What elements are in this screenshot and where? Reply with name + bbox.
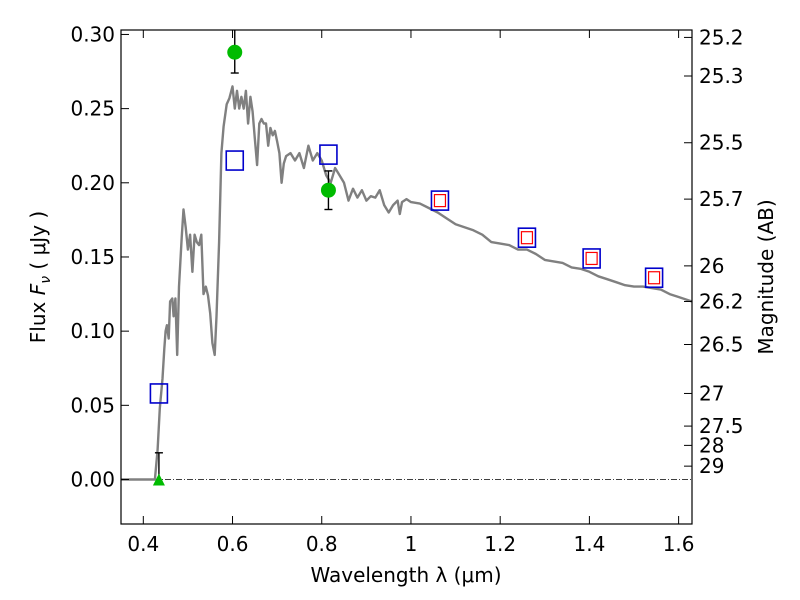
model-flux-marker bbox=[319, 144, 338, 165]
mag-tick-label: 26 bbox=[699, 254, 724, 278]
plot-area-group bbox=[121, 30, 692, 486]
y-axis-title: Flux Fν ( μJy ) bbox=[26, 211, 54, 343]
mag-tick-label: 25.3 bbox=[699, 64, 744, 88]
measured-flux-marker bbox=[585, 251, 598, 266]
detection-marker bbox=[227, 44, 243, 60]
y-tick-label: 0.15 bbox=[70, 245, 115, 269]
axes-group: 0.4 0.6 0.8 1 1.2 1.4 1.6 0.00 0.05 0.10 0.15 0.20 0… bbox=[70, 22, 743, 556]
measured-flux-marker bbox=[647, 271, 661, 285]
y-tick-label: 0.05 bbox=[70, 393, 115, 417]
y-tick-label: 0.25 bbox=[70, 97, 115, 121]
y2-axis-title: Magnitude (AB) bbox=[754, 199, 778, 354]
x-tick-label: 1.6 bbox=[663, 532, 695, 556]
x-tick-label: 1.4 bbox=[573, 532, 605, 556]
x-tick-label: 0.4 bbox=[127, 532, 159, 556]
mag-tick-label: 25.5 bbox=[699, 131, 744, 155]
mag-tick-label: 25.7 bbox=[699, 187, 744, 211]
mag-tick-label: 26.5 bbox=[699, 332, 744, 356]
y-tick-label: 0.00 bbox=[70, 467, 115, 491]
mag-tick-label: 26.2 bbox=[699, 289, 744, 313]
mag-tick-label: 29 bbox=[699, 454, 724, 478]
model-flux-marker bbox=[582, 248, 601, 269]
model-flux-marker bbox=[517, 227, 537, 248]
model-flux-marker bbox=[225, 150, 245, 171]
x-tick-label: 0.6 bbox=[217, 532, 249, 556]
y-tick-label: 0.20 bbox=[70, 171, 115, 195]
detection-marker bbox=[320, 182, 336, 198]
mag-tick-label: 25.2 bbox=[699, 25, 744, 49]
sed-model-line bbox=[121, 85, 692, 481]
model-flux-marker bbox=[430, 190, 450, 211]
upper-limit-marker bbox=[152, 473, 165, 486]
x-axis-title: Wavelength λ (μm) bbox=[310, 563, 501, 587]
model-flux-marker bbox=[149, 383, 169, 404]
y-tick-label: 0.10 bbox=[70, 319, 115, 343]
plot-frame bbox=[120, 29, 693, 525]
y-tick-label: 0.30 bbox=[70, 22, 115, 46]
measured-flux-marker bbox=[433, 194, 447, 208]
measured-flux-marker bbox=[520, 231, 534, 245]
x-tick-label: 1.2 bbox=[484, 532, 516, 556]
mag-tick-label: 27 bbox=[699, 381, 724, 405]
x-tick-label: 0.8 bbox=[306, 532, 338, 556]
mag-tick-label: 27.5 bbox=[699, 414, 744, 438]
model-flux-marker bbox=[644, 267, 664, 289]
mag-tick-label: 28 bbox=[699, 433, 724, 457]
x-tick-label: 1 bbox=[405, 532, 418, 556]
